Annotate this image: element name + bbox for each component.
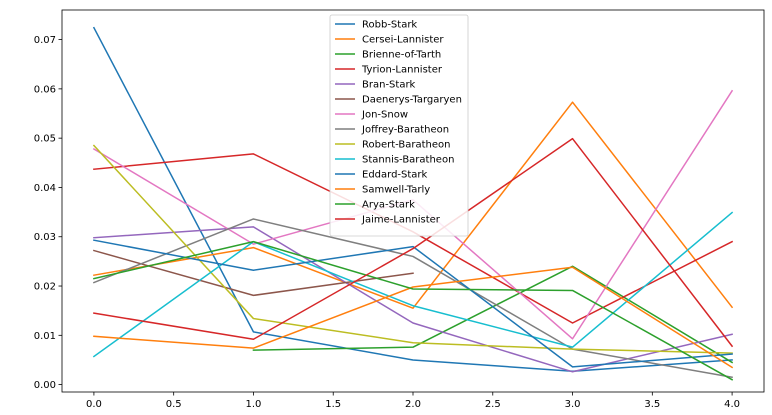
- legend-label-brienne-of-tarth: Brienne-of-Tarth: [362, 50, 441, 61]
- legend-label-samwell-tarly: Samwell-Tarly: [362, 185, 430, 196]
- legend-label-robert-baratheon: Robert-Baratheon: [362, 140, 451, 151]
- legend-label-daenerys-targaryen: Daenerys-Targaryen: [362, 95, 462, 106]
- series-line-daenerys-targaryen: [92, 249, 414, 297]
- legend-box: [329, 14, 469, 237]
- y-axis: 0.00 0.01 0.02 0.03 0.04 0.05 0.06 0.07: [34, 35, 62, 391]
- x-tick-label: 3.5: [644, 399, 660, 410]
- y-tick-label: 0.00: [34, 380, 56, 391]
- series-line-stannis-baratheon: [92, 211, 734, 358]
- series-line-samwell-tarly: [93, 266, 734, 369]
- y-tick-label: 0.05: [34, 134, 56, 145]
- legend-label-cersei-lannister: Cersei-Lannister: [362, 35, 444, 46]
- x-tick-label: 3.0: [565, 399, 581, 410]
- y-tick-label: 0.03: [34, 232, 56, 243]
- x-tick-label: 4.0: [724, 399, 740, 410]
- legend-label-tyrion-lannister: Tyrion-Lannister: [361, 65, 443, 76]
- series-lines: [92, 26, 734, 381]
- legend-label-stannis-baratheon: Stannis-Baratheon: [362, 155, 454, 166]
- x-tick-label: 0.5: [166, 399, 182, 410]
- x-tick-label: 1.5: [325, 399, 341, 410]
- series-line-arya-stark: [93, 240, 734, 381]
- legend: Robb-Stark Cersei-Lannister Brienne-of-Tar…: [329, 14, 469, 237]
- x-tick-label: 1.0: [246, 399, 262, 410]
- y-tick-label: 0.02: [34, 282, 56, 293]
- x-tick-label: 2.0: [405, 399, 421, 410]
- y-tick-label: 0.04: [34, 183, 56, 194]
- y-tick-label: 0.07: [34, 35, 56, 46]
- series-line-bran-stark: [93, 226, 733, 373]
- x-tick-label: 2.5: [485, 399, 501, 410]
- legend-label-robb-stark: Robb-Stark: [362, 20, 417, 31]
- legend-label-jaime-lannister: Jaime-Lannister: [361, 215, 441, 226]
- x-axis: 0.0 0.5 1.0 1.5 2.0 2.5 3.0 3.5 4.0: [86, 392, 740, 410]
- legend-label-arya-stark: Arya-Stark: [362, 200, 415, 211]
- series-line-cersei-lannister: [93, 101, 734, 309]
- series-line-joffrey-baratheon: [92, 218, 733, 379]
- legend-label-bran-stark: Bran-Stark: [362, 80, 416, 91]
- legend-label-eddard-stark: Eddard-Stark: [362, 170, 428, 181]
- y-tick-label: 0.06: [34, 84, 56, 95]
- legend-label-jon-snow: Jon-Snow: [361, 110, 408, 121]
- legend-label-joffrey-baratheon: Joffrey-Baratheon: [361, 125, 449, 136]
- x-tick-label: 0.0: [86, 399, 102, 410]
- series-line-eddard-stark: [93, 239, 733, 368]
- y-tick-label: 0.01: [34, 331, 56, 342]
- series-line-jaime-lannister: [93, 137, 734, 348]
